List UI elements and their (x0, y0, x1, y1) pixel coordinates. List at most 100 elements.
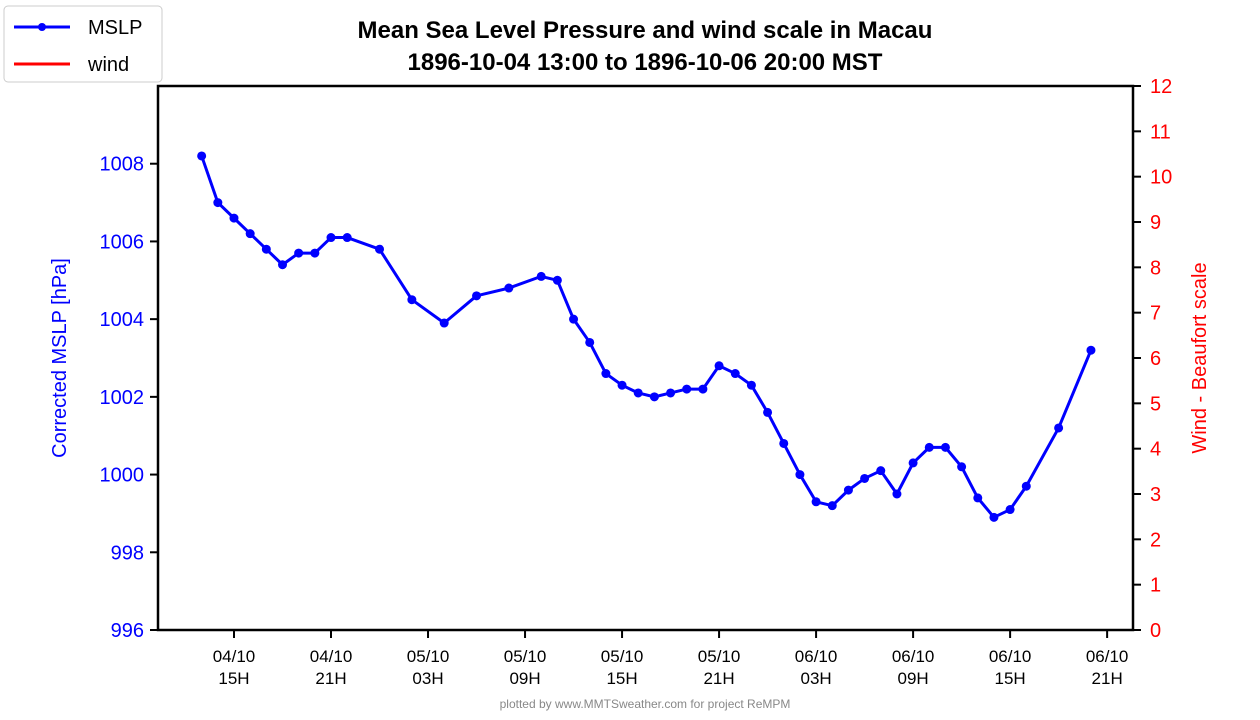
data-point (261, 244, 271, 254)
data-point (601, 369, 611, 379)
data-point (795, 470, 805, 480)
y-tick-label: 1000 (100, 465, 145, 487)
data-point (940, 442, 950, 452)
y-tick-label: 1006 (100, 231, 145, 253)
x-tick-label-date: 06/10 (795, 647, 838, 666)
data-point (439, 318, 449, 328)
x-tick-label-date: 05/10 (698, 647, 741, 666)
data-point (585, 337, 595, 347)
y-tick-label: 998 (111, 542, 144, 564)
x-tick-label-hour: 15H (995, 669, 1026, 688)
data-point (407, 295, 417, 305)
y-right-tick-label: 9 (1150, 212, 1161, 234)
y-axis-right-label: Wind - Beaufort scale (1189, 262, 1211, 453)
data-point (876, 466, 886, 476)
data-point (1005, 505, 1015, 515)
x-tick-label-date: 06/10 (1086, 647, 1129, 666)
series-line-mslp (200, 155, 1093, 519)
data-point (1021, 481, 1031, 491)
x-tick-label-hour: 09H (509, 669, 540, 688)
y-right-tick-label: 11 (1150, 121, 1171, 143)
y-right-tick-label: 12 (1150, 76, 1172, 98)
data-point (1054, 423, 1064, 433)
plot-frame (156, 84, 1135, 632)
data-point (811, 497, 821, 507)
y-tick-label: 1004 (100, 309, 145, 331)
data-point (892, 489, 902, 499)
data-point (278, 260, 288, 270)
data-point (779, 438, 789, 448)
data-point (552, 275, 562, 285)
data-point (569, 314, 579, 324)
data-point (973, 493, 983, 503)
legend-wind-label: wind (87, 54, 129, 76)
y-axis-label: Corrected MSLP [hPa] (49, 258, 71, 458)
data-point (989, 512, 999, 522)
data-point (957, 462, 967, 472)
legend-mslp-label: MSLP (88, 17, 142, 39)
data-point (860, 473, 870, 483)
data-point (229, 213, 239, 223)
data-point (666, 388, 676, 398)
chart-title: Mean Sea Level Pressure and wind scale i… (358, 17, 933, 44)
x-tick-label-date: 06/10 (892, 647, 935, 666)
data-point (375, 244, 385, 254)
data-point (730, 369, 740, 379)
data-point (908, 458, 918, 468)
y-right-tick-label: 10 (1150, 167, 1172, 189)
y-right-tick-label: 0 (1150, 620, 1161, 642)
data-point (536, 271, 546, 281)
y-tick-label: 1008 (100, 154, 145, 176)
data-point (682, 384, 692, 394)
footer-credit: plotted by www.MMTSweather.com for proje… (500, 697, 791, 711)
x-tick-label-date: 05/10 (407, 647, 450, 666)
y-right-tick-label: 3 (1150, 484, 1161, 506)
data-point (746, 380, 756, 390)
y-right-tick-label: 4 (1150, 439, 1161, 461)
y-right-tick-label: 1 (1150, 575, 1161, 597)
data-point (633, 388, 643, 398)
y-right-tick-label: 2 (1150, 529, 1161, 551)
x-tick-label-hour: 21H (1092, 669, 1123, 688)
x-tick-label-hour: 21H (315, 669, 346, 688)
y-tick-label: 996 (111, 620, 144, 642)
y-right-tick-label: 5 (1150, 393, 1161, 415)
legend: MSLP wind (3, 5, 163, 83)
data-point (1086, 345, 1096, 355)
data-point (294, 248, 304, 258)
data-point (472, 291, 482, 301)
chart-subtitle: 1896-10-04 13:00 to 1896-10-06 20:00 MST (408, 49, 883, 76)
data-point (827, 501, 837, 511)
x-tick-label-hour: 03H (412, 669, 443, 688)
data-point (763, 407, 773, 417)
data-point (649, 392, 659, 402)
data-point (714, 361, 724, 371)
y-tick-label: 1002 (100, 387, 145, 409)
x-tick-label-hour: 03H (800, 669, 831, 688)
data-point (617, 380, 627, 390)
y-right-tick-label: 8 (1150, 257, 1161, 279)
x-tick-label-date: 05/10 (601, 647, 644, 666)
y-right-tick-label: 7 (1150, 303, 1161, 325)
data-point (924, 442, 934, 452)
data-point (213, 198, 223, 208)
data-point (245, 229, 255, 239)
data-point (843, 485, 853, 495)
x-tick-label-date: 05/10 (504, 647, 547, 666)
legend-mslp-marker (38, 23, 46, 31)
x-tick-label-date: 06/10 (989, 647, 1032, 666)
x-tick-label-date: 04/10 (213, 647, 256, 666)
x-tick-label-date: 04/10 (310, 647, 353, 666)
data-point (342, 233, 352, 243)
x-tick-label-hour: 15H (218, 669, 249, 688)
x-tick-label-hour: 21H (703, 669, 734, 688)
x-tick-label-hour: 09H (898, 669, 929, 688)
data-point (197, 151, 207, 161)
data-point (698, 384, 708, 394)
x-tick-label-hour: 15H (606, 669, 637, 688)
data-point (504, 283, 514, 293)
data-point (326, 233, 336, 243)
y-right-tick-label: 6 (1150, 348, 1161, 370)
data-point (310, 248, 320, 258)
